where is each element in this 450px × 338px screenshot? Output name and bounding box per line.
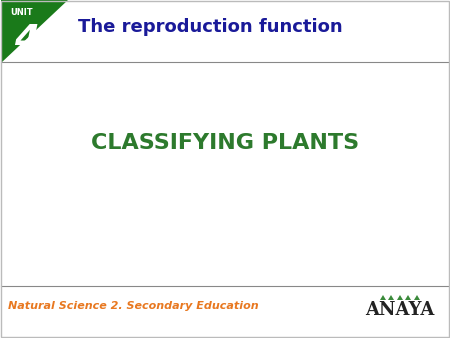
Polygon shape <box>380 295 386 300</box>
Text: UNIT: UNIT <box>10 8 32 17</box>
Text: The reproduction function: The reproduction function <box>78 18 342 36</box>
Text: CLASSIFYING PLANTS: CLASSIFYING PLANTS <box>91 133 359 153</box>
Polygon shape <box>388 295 394 300</box>
Polygon shape <box>397 295 403 300</box>
Text: 4: 4 <box>14 23 39 57</box>
Polygon shape <box>405 295 411 300</box>
Text: ANAYA: ANAYA <box>365 301 435 319</box>
Text: Natural Science 2. Secondary Education: Natural Science 2. Secondary Education <box>8 301 259 311</box>
Polygon shape <box>414 295 420 300</box>
Polygon shape <box>1 0 68 63</box>
